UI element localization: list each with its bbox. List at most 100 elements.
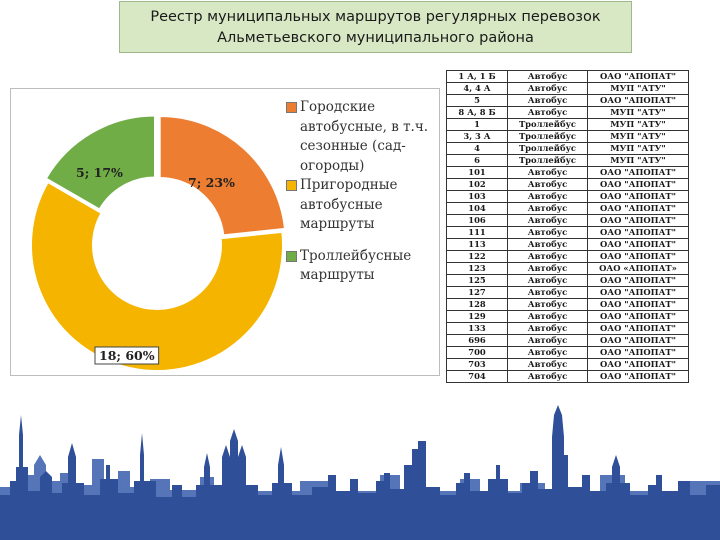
operator-cell: ОАО "АПОПАТ" [587, 250, 689, 263]
operator-cell: ОАО "АПОПАТ" [587, 346, 689, 359]
route-number-cell: 122 [446, 250, 508, 263]
operator-cell: ОАО "АПОПАТ" [587, 298, 689, 311]
operator-cell: ОАО "АПОПАТ" [587, 358, 689, 371]
route-number-cell: 125 [446, 274, 508, 287]
table-row: 123 Автобус ОАО «АПОПАТ» [446, 262, 689, 275]
table-row: 703 Автобус ОАО "АПОПАТ" [446, 358, 689, 371]
slice-data-label-box-2 [94, 346, 160, 365]
operator-cell: ОАО "АПОПАТ" [587, 238, 689, 251]
table-row: 127 Автобус ОАО "АПОПАТ" [446, 286, 689, 299]
route-number-cell: 703 [446, 358, 508, 371]
table-row: 101 Автобус ОАО "АПОПАТ" [446, 166, 689, 179]
legend-item-3: Троллейбусные маршруты [286, 247, 436, 286]
table-row: 111 Автобус ОАО "АПОПАТ" [446, 226, 689, 239]
legend-text-line: Троллейбусные [300, 247, 412, 264]
vehicle-type-cell: Автобус [507, 238, 588, 251]
legend-text-line: автобусные [300, 196, 383, 213]
table-row: 102 Автобус ОАО "АПОПАТ" [446, 178, 689, 191]
table-row: 1 Троллейбус МУП "АТУ" [446, 118, 689, 131]
table-row: 696 Автобус ОАО "АПОПАТ" [446, 334, 689, 347]
operator-cell: МУП "АТУ" [587, 118, 689, 131]
city-skyline-graphic [0, 405, 720, 540]
route-number-cell: 4 [446, 142, 508, 155]
route-number-cell: 101 [446, 166, 508, 179]
route-number-cell: 4, 4 А [446, 82, 508, 95]
operator-cell: ОАО "АПОПАТ" [587, 334, 689, 347]
legend-swatch-2 [286, 180, 297, 191]
route-number-cell: 1 [446, 118, 508, 131]
legend-text-line: сезонные (сад- [300, 138, 406, 154]
table-row: 125 Автобус ОАО "АПОПАТ" [446, 274, 689, 287]
table-row: 4 Троллейбус МУП "АТУ" [446, 142, 689, 155]
route-number-cell: 3, 3 А [446, 130, 508, 143]
vehicle-type-cell: Троллейбус [507, 154, 588, 167]
route-number-cell: 700 [446, 346, 508, 359]
table-row: 129 Автобус ОАО "АПОПАТ" [446, 310, 689, 323]
vehicle-type-cell: Автобус [507, 70, 588, 83]
operator-cell: МУП "АТУ" [587, 142, 689, 155]
vehicle-type-cell: Троллейбус [507, 118, 588, 131]
vehicle-type-cell: Автобус [507, 178, 588, 191]
vehicle-type-cell: Автобус [507, 298, 588, 311]
legend-text-line: автобусные, в т.ч. [300, 118, 429, 135]
operator-cell: ОАО "АПОПАТ" [587, 70, 689, 83]
donut-chart-panel: 7; 23% 18; 60% 5; 17% Городские автобусные,… [10, 88, 440, 376]
operator-cell: ОАО "АПОПАТ" [587, 166, 689, 179]
table-row: 128 Автобус ОАО "АПОПАТ" [446, 298, 689, 311]
vehicle-type-cell: Автобус [507, 346, 588, 359]
legend-item-1: Городские автобусные, в т.ч. сезонные (сад… [286, 98, 436, 176]
operator-cell: ОАО «АПОПАТ» [587, 262, 689, 275]
vehicle-type-cell: Автобус [507, 106, 588, 119]
table-row: 5 Автобус ОАО "АПОПАТ" [446, 94, 689, 107]
table-row: 704 Автобус ОАО "АПОПАТ" [446, 370, 689, 383]
table-row: 6 Троллейбус МУП "АТУ" [446, 154, 689, 167]
operator-cell: ОАО "АПОПАТ" [587, 178, 689, 191]
legend-gap [286, 235, 436, 247]
slice-data-label-1: 7; 23% [188, 175, 235, 190]
operator-cell: ОАО "АПОПАТ" [587, 310, 689, 323]
route-number-cell: 128 [446, 298, 508, 311]
table-row: 104 Автобус ОАО "АПОПАТ" [446, 202, 689, 215]
vehicle-type-cell: Троллейбус [507, 142, 588, 155]
chart-legend: Городские автобусные, в т.ч. сезонные (сад… [286, 98, 436, 286]
operator-cell: ОАО "АПОПАТ" [587, 286, 689, 299]
table-row: 133 Автобус ОАО "АПОПАТ" [446, 322, 689, 335]
table-row: 700 Автобус ОАО "АПОПАТ" [446, 346, 689, 359]
slice-data-label-2: 18; 60% [99, 348, 155, 363]
title-banner: Реестр муниципальных маршрутов регулярны… [119, 1, 632, 53]
vehicle-type-cell: Троллейбус [507, 130, 588, 143]
operator-cell: МУП "АТУ" [587, 106, 689, 119]
route-number-cell: 102 [446, 178, 508, 191]
routes-table: 1 А, 1 Б Автобус ОАО "АПОПАТ" 4, 4 А Автобус… [446, 70, 689, 383]
route-number-cell: 696 [446, 334, 508, 347]
slice-data-label-3: 5; 17% [76, 165, 123, 180]
table-row: 4, 4 А Автобус МУП "АТУ" [446, 82, 689, 95]
route-number-cell: 111 [446, 226, 508, 239]
route-number-cell: 113 [446, 238, 508, 251]
route-number-cell: 704 [446, 370, 508, 383]
table-row: 106 Автобус ОАО "АПОПАТ" [446, 214, 689, 227]
table-row: 8 А, 8 Б Автобус МУП "АТУ" [446, 106, 689, 119]
operator-cell: ОАО "АПОПАТ" [587, 226, 689, 239]
vehicle-type-cell: Автобус [507, 310, 588, 323]
vehicle-type-cell: Автобус [507, 82, 588, 95]
route-number-cell: 133 [446, 322, 508, 335]
operator-cell: ОАО "АПОПАТ" [587, 322, 689, 335]
vehicle-type-cell: Автобус [507, 358, 588, 371]
legend-text-line: маршруты [300, 267, 375, 283]
operator-cell: ОАО "АПОПАТ" [587, 190, 689, 203]
table-row: 3, 3 А Троллейбус МУП "АТУ" [446, 130, 689, 143]
route-number-cell: 5 [446, 94, 508, 107]
operator-cell: МУП "АТУ" [587, 130, 689, 143]
legend-swatch-3 [286, 250, 297, 262]
title-line-1: Реестр муниципальных маршрутов регулярны… [150, 9, 601, 25]
route-number-cell: 123 [446, 262, 508, 275]
route-number-cell: 6 [446, 154, 508, 167]
operator-cell: ОАО "АПОПАТ" [587, 214, 689, 227]
table-row: 122 Автобус ОАО "АПОПАТ" [446, 250, 689, 263]
legend-text-line: Городские [300, 99, 376, 115]
operator-cell: ОАО "АПОПАТ" [587, 94, 689, 107]
vehicle-type-cell: Автобус [507, 202, 588, 215]
donut-slice-1 [158, 115, 287, 237]
legend-text-line: огороды) [300, 157, 365, 174]
